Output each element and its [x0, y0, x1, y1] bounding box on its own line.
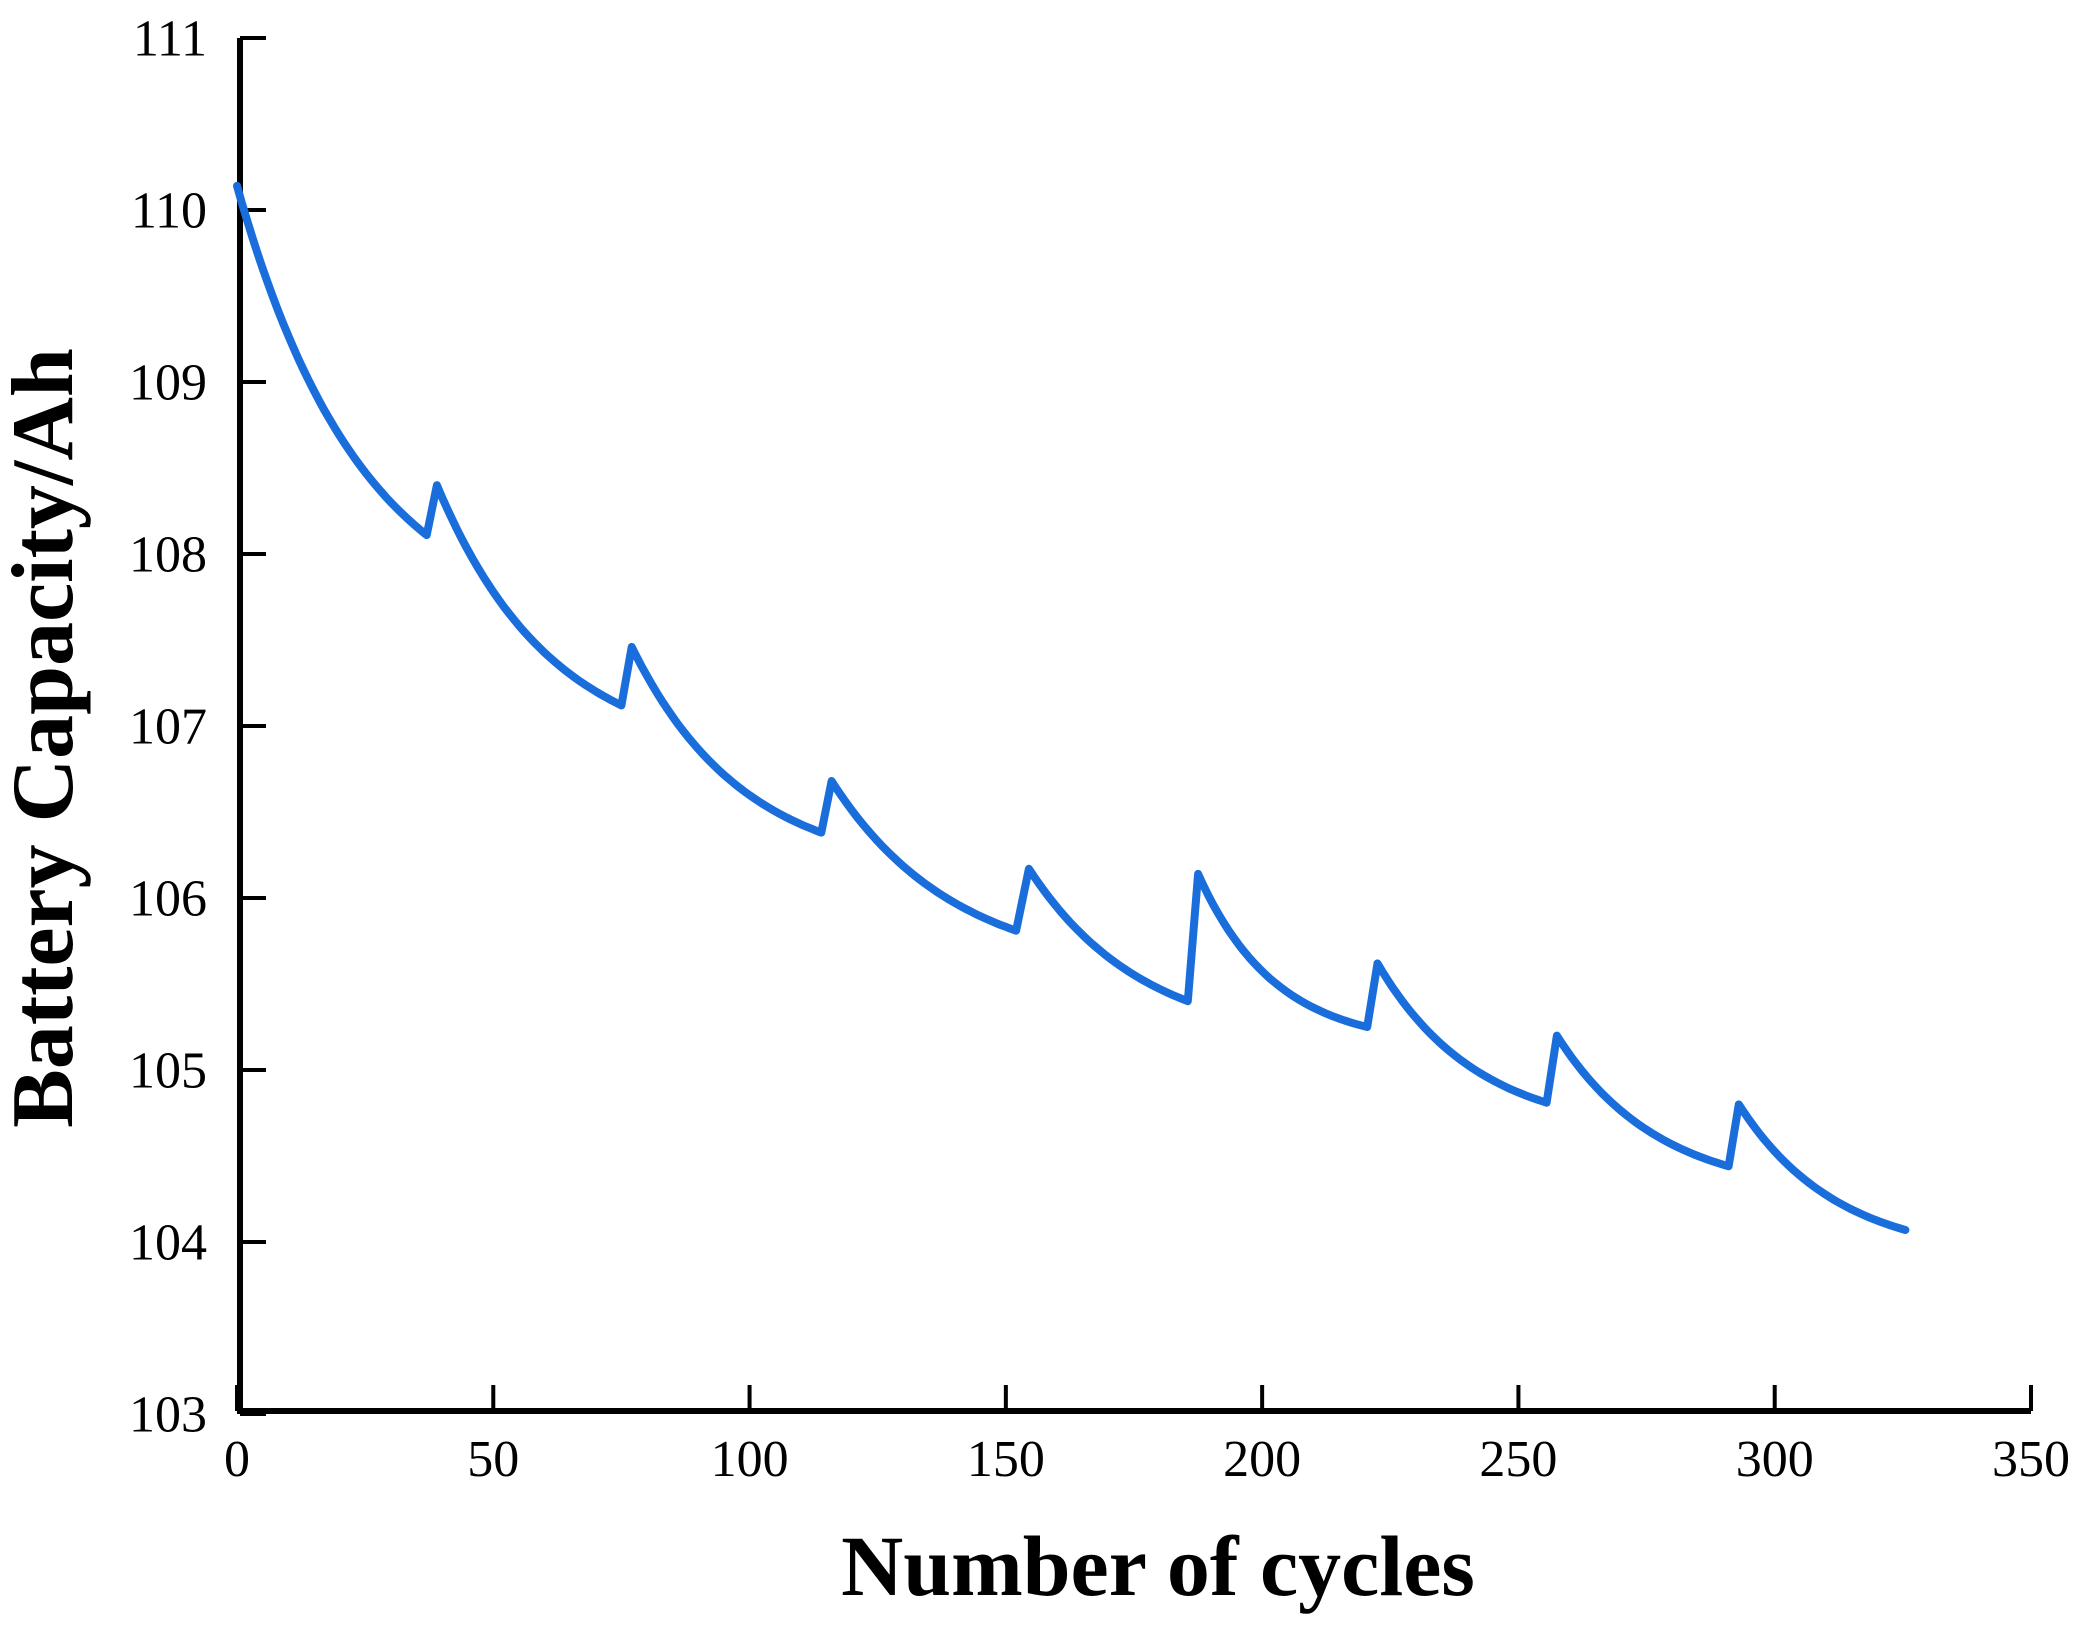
y-tick-label: 110 [131, 183, 207, 240]
capacity-curve [233, 181, 1910, 1234]
x-tick-label: 50 [467, 1431, 519, 1488]
y-tick-label: 109 [129, 355, 207, 412]
x-tick-label: 200 [1223, 1431, 1301, 1488]
x-tick-label: 250 [1479, 1431, 1557, 1488]
x-tick-label: 100 [711, 1431, 789, 1488]
y-tick-label: 106 [129, 871, 207, 928]
y-tick-label: 103 [129, 1387, 207, 1444]
y-tick-label: 111 [133, 11, 207, 68]
x-tick-label: 0 [224, 1431, 250, 1488]
y-tick-label: 105 [129, 1043, 207, 1100]
y-tick-label: 104 [129, 1215, 207, 1272]
y-tick-label: 107 [129, 699, 207, 756]
x-tick-label: 300 [1736, 1431, 1814, 1488]
axes-lines [237, 38, 2031, 1414]
x-tick-label: 350 [1992, 1431, 2070, 1488]
y-tick-label: 108 [129, 527, 207, 584]
x-axis-title: Number of cycles [841, 1518, 1475, 1614]
y-axis-title: Battery Capacity/Ah [0, 348, 92, 1128]
x-tick-label: 150 [967, 1431, 1045, 1488]
